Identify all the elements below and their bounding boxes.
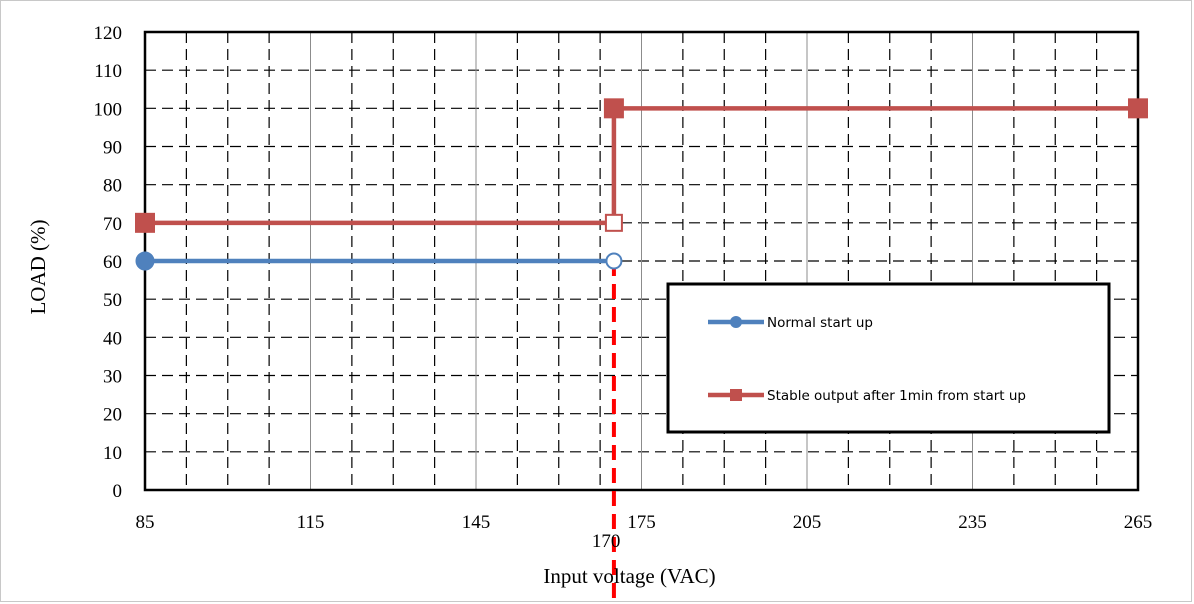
x-tick-label: 235 [958,512,987,533]
y-tick-label: 110 [94,61,122,82]
legend-box [666,282,1111,434]
legend-label: Stable output after 1min from start up [767,388,1026,404]
legend-label: Normal start up [767,315,873,331]
x-tick-label: 175 [627,512,656,533]
y-tick-labels: 0 10 20 30 40 50 60 70 80 90 100 110 120 [94,23,123,502]
threshold-label: 170 [592,531,621,552]
y-tick-label: 30 [103,367,122,388]
y-tick-label: 10 [103,443,122,464]
data-point [603,98,624,119]
x-axis-title: Input voltage (VAC) [543,564,715,588]
y-tick-label: 80 [103,176,122,197]
data-point [604,213,623,232]
y-axis-title: LOAD (%) [26,219,50,314]
y-tick-label: 50 [103,290,122,311]
x-tick-label: 85 [136,512,155,533]
x-tick-label: 205 [793,512,822,533]
x-tick-labels: 85 115 145 175 205 235 265 [136,512,1153,533]
x-tick-label: 145 [462,512,491,533]
x-tick-label: 265 [1124,512,1153,533]
y-tick-label: 90 [103,138,122,159]
legend-item-1: Stable output after 1min from start up [708,388,1026,404]
data-point [1128,98,1148,119]
y-tick-label: 0 [113,481,123,502]
series-line-1 [145,106,1138,226]
data-point [605,252,623,270]
series-layer [135,98,1148,271]
data-point [135,251,155,271]
legend-marker [730,316,742,328]
x-tick-label: 115 [297,512,325,533]
y-tick-label: 40 [103,328,122,349]
legend-marker [730,389,742,401]
data-point [135,212,155,233]
y-tick-label: 60 [103,252,122,273]
y-tick-label: 100 [94,99,123,120]
y-tick-label: 70 [103,214,122,235]
y-tick-label: 120 [94,23,123,44]
y-tick-label: 20 [103,405,122,426]
legend: Normal start up Stable output after 1min … [666,282,1111,434]
legend-item-0: Normal start up [708,315,873,331]
